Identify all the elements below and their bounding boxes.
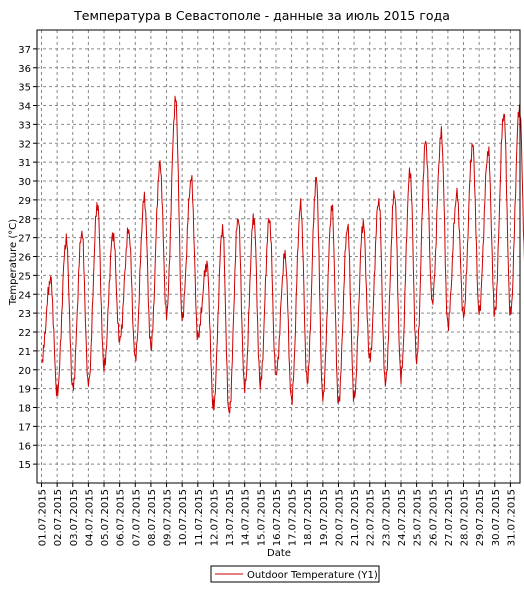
x-tick-label: 26.07.2015 <box>428 489 439 546</box>
x-tick-label: 28.07.2015 <box>460 489 471 546</box>
legend: Outdoor Temperature (Y1) <box>211 566 379 582</box>
x-tick-label: 16.07.2015 <box>272 489 283 546</box>
y-tick-label: 19 <box>18 385 31 396</box>
y-tick-label: 18 <box>18 404 31 415</box>
x-tick-label: 06.07.2015 <box>116 489 127 546</box>
x-tick-label: 04.07.2015 <box>84 489 95 546</box>
y-tick-label: 29 <box>18 196 31 207</box>
y-tick-label: 21 <box>18 347 31 358</box>
y-tick-label: 31 <box>18 158 31 169</box>
x-tick-label: 01.07.2015 <box>38 489 49 546</box>
y-tick-label: 15 <box>18 460 31 471</box>
y-tick-label: 35 <box>18 83 31 94</box>
x-tick-label: 18.07.2015 <box>303 489 314 546</box>
x-tick-label: 21.07.2015 <box>350 489 361 546</box>
y-tick-label: 16 <box>18 441 31 452</box>
y-tick-label: 22 <box>18 328 31 339</box>
x-tick-label: 11.07.2015 <box>194 489 205 546</box>
x-tick-label: 14.07.2015 <box>241 489 252 546</box>
x-tick-label: 31.07.2015 <box>506 489 517 546</box>
x-axis-label: Date <box>267 548 291 559</box>
x-tick-label: 10.07.2015 <box>178 489 189 546</box>
x-axis: 01.07.2015 02.07.2015 03.07.2015 04.07.2015… <box>38 483 518 546</box>
x-tick-label: 24.07.2015 <box>397 489 408 546</box>
x-tick-label: 20.07.2015 <box>334 489 345 546</box>
x-tick-label: 09.07.2015 <box>163 489 174 546</box>
x-tick-label: 12.07.2015 <box>209 489 220 546</box>
y-tick-label: 28 <box>18 215 31 226</box>
y-tick-label: 36 <box>18 64 31 75</box>
y-tick-label: 30 <box>18 177 31 188</box>
x-tick-label: 15.07.2015 <box>256 489 267 546</box>
y-tick-label: 20 <box>18 366 31 377</box>
x-tick-label: 19.07.2015 <box>319 489 330 546</box>
x-tick-label: 25.07.2015 <box>413 489 424 546</box>
x-tick-label: 27.07.2015 <box>444 489 455 546</box>
x-tick-label: 02.07.2015 <box>53 489 64 546</box>
x-tick-label: 30.07.2015 <box>491 489 502 546</box>
y-tick-label: 26 <box>18 253 31 264</box>
x-tick-label: 23.07.2015 <box>381 489 392 546</box>
y-tick-label: 33 <box>18 120 31 131</box>
y-tick-label: 17 <box>18 422 31 433</box>
x-tick-label: 05.07.2015 <box>100 489 111 546</box>
y-tick-label: 34 <box>18 102 31 113</box>
legend-label: Outdoor Temperature (Y1) <box>247 570 378 581</box>
chart-title: Температура в Севастополе - данные за ию… <box>73 8 450 23</box>
x-tick-label: 29.07.2015 <box>475 489 486 546</box>
y-axis: 15 16 17 18 19 20 21 22 23 24 25 26 27 28 29 30 31 32 33 34… <box>18 45 37 471</box>
y-tick-label: 27 <box>18 234 31 245</box>
x-tick-label: 13.07.2015 <box>225 489 236 546</box>
x-tick-label: 22.07.2015 <box>366 489 377 546</box>
y-tick-label: 25 <box>18 271 31 282</box>
y-tick-label: 23 <box>18 309 31 320</box>
x-tick-label: 08.07.2015 <box>147 489 158 546</box>
x-tick-label: 03.07.2015 <box>69 489 80 546</box>
x-tick-label: 07.07.2015 <box>131 489 142 546</box>
y-tick-label: 37 <box>18 45 31 56</box>
y-tick-label: 24 <box>18 290 31 301</box>
x-tick-label: 17.07.2015 <box>288 489 299 546</box>
y-tick-label: 32 <box>18 139 31 150</box>
